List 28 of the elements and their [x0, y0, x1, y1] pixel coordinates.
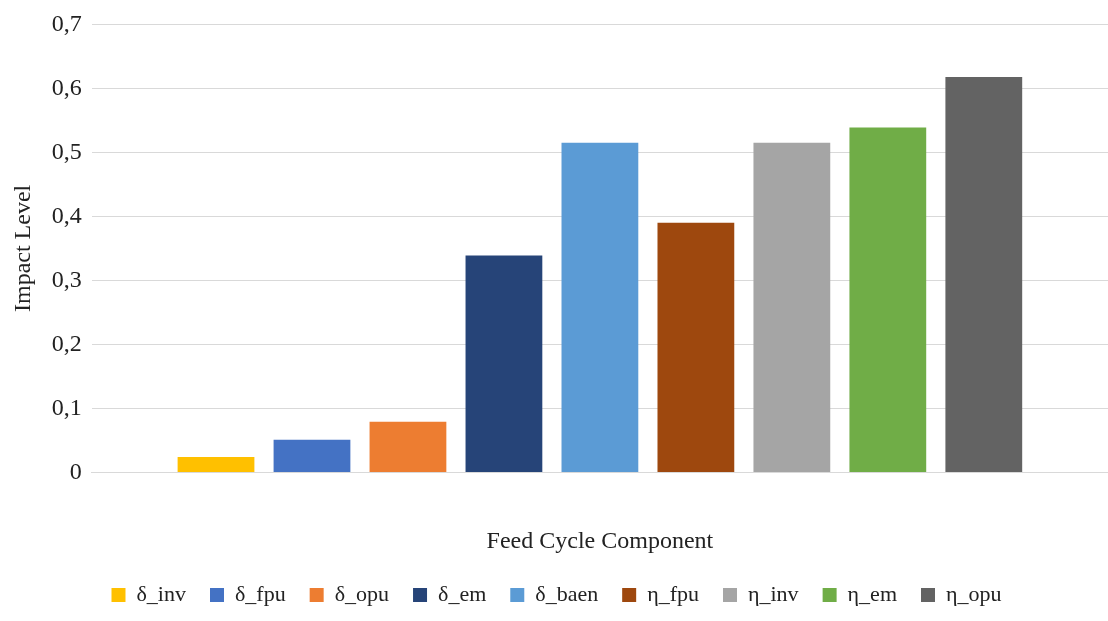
- y-tick-label: 0,3: [51, 265, 82, 292]
- y-tick-label: 0,1: [51, 393, 82, 420]
- bar: [945, 76, 1023, 472]
- y-tick-label: 0: [69, 457, 82, 484]
- bar: [561, 142, 639, 472]
- legend-label: δ_em: [438, 580, 487, 606]
- y-tick-label: 0,7: [51, 9, 82, 36]
- legend-label: η_fpu: [647, 580, 700, 606]
- y-tick-label: 0,4: [51, 201, 82, 228]
- bar: [657, 222, 735, 472]
- x-axis-title: Feed Cycle Component: [486, 526, 714, 553]
- legend-label: η_opu: [946, 580, 1002, 606]
- y-tick-label: 0,2: [51, 329, 82, 356]
- bar: [753, 142, 831, 472]
- y-tick-label: 0,6: [51, 73, 82, 100]
- legend-label: η_inv: [748, 580, 799, 606]
- y-axis-title: Impact Level: [8, 184, 35, 313]
- y-tick-label: 0,5: [51, 137, 82, 164]
- bar: [369, 421, 447, 472]
- legend-label: δ_inv: [136, 580, 186, 606]
- bar: [177, 457, 255, 472]
- bar: [465, 255, 543, 472]
- legend-label: η_em: [847, 580, 898, 606]
- bar: [273, 439, 351, 472]
- bar: [849, 127, 927, 472]
- legend-label: δ_fpu: [234, 580, 286, 606]
- legend-label: δ_baen: [535, 580, 599, 606]
- legend-label: δ_opu: [334, 580, 390, 606]
